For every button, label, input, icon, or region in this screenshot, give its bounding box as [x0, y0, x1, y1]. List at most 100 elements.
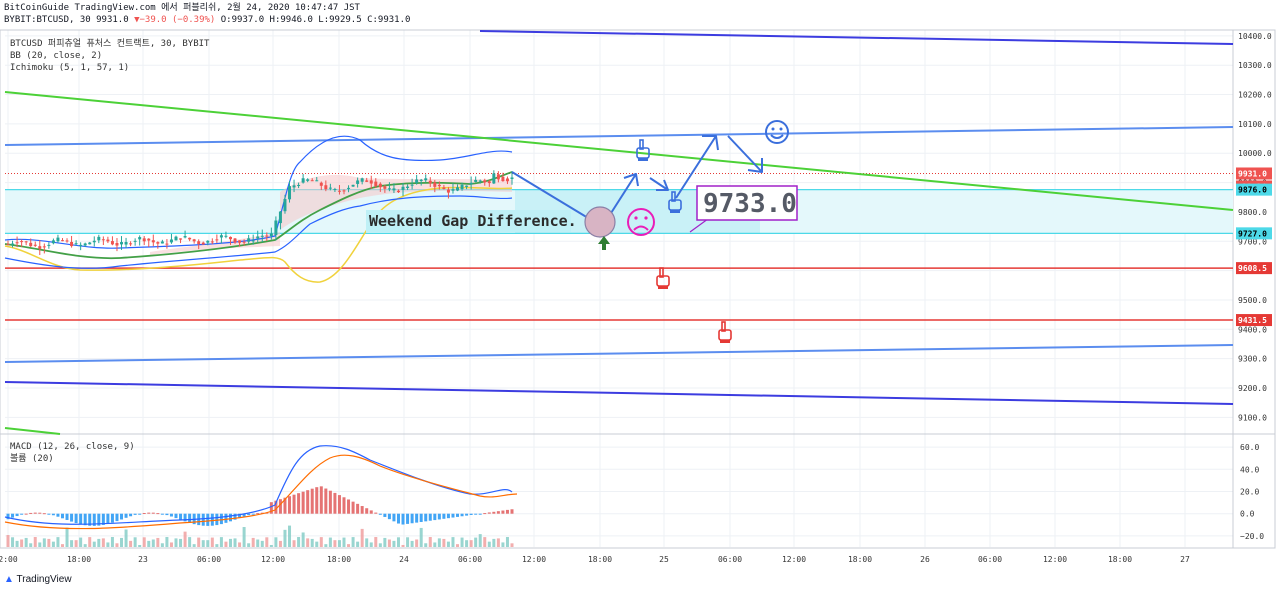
macd-hist-bar — [101, 513, 105, 525]
macd-axis-tick: 60.0 — [1240, 443, 1259, 452]
candle-body — [301, 178, 305, 183]
volume-bar — [319, 537, 323, 547]
pointer-hand-icon-red-1 — [656, 267, 670, 289]
candle-body — [256, 236, 260, 239]
volume-bar — [120, 537, 124, 547]
candle-body — [120, 242, 124, 245]
macd-hist-bar — [492, 511, 496, 514]
pointer-hand-icon-2-cuff — [670, 210, 680, 213]
candle-body — [265, 235, 269, 237]
volume-bar — [437, 538, 441, 547]
candle-body — [292, 185, 296, 188]
macd-hist-bar — [292, 494, 296, 514]
candle-body — [496, 174, 500, 180]
pointer-hand-icon-red-1-cuff — [658, 286, 668, 289]
volume-bar — [328, 537, 332, 547]
macd-axis-tick: 20.0 — [1240, 488, 1259, 497]
arrow-head-3 — [656, 179, 669, 191]
volume-bar — [315, 541, 319, 547]
current-price-tag: 9931.0 — [1238, 169, 1267, 178]
candle-body — [169, 239, 173, 243]
macd-hist-bar — [510, 509, 514, 514]
volume-bar — [351, 537, 355, 547]
volume-bar — [288, 525, 292, 547]
macd-hist-bar — [374, 512, 378, 514]
candle-body — [474, 179, 478, 182]
volume-bar — [274, 537, 278, 547]
volume-bar — [306, 538, 310, 547]
candle-body — [433, 182, 437, 187]
candle-body — [387, 188, 391, 190]
macd-hist-bar — [215, 513, 219, 526]
ichimoku-cloud — [280, 174, 512, 230]
pointer-hand-icon-red-2 — [718, 321, 732, 343]
volume-bar — [51, 541, 55, 547]
volume-bar — [183, 531, 187, 547]
candle-body — [442, 187, 446, 189]
volume-bar — [56, 537, 60, 547]
candle-body — [365, 180, 369, 182]
smiley-face-icon — [765, 120, 789, 144]
candle-body — [396, 190, 400, 193]
macd-hist-bar — [319, 486, 323, 514]
volume-bar — [247, 543, 251, 547]
sad-face-mouth — [633, 225, 649, 231]
volume-bar — [88, 537, 92, 547]
volume-bar — [297, 537, 301, 547]
macd-hist-bar — [179, 513, 183, 520]
candle-body — [228, 236, 232, 240]
candle-body — [451, 189, 455, 191]
legend-bb: BB (20, close, 2) — [10, 51, 103, 61]
price-axis-tick: 10200.0 — [1238, 91, 1272, 100]
macd-hist-bar — [451, 513, 455, 518]
volume-bar — [501, 542, 505, 547]
publish-info: BitCoinGuide TradingView.com 에서 퍼블리쉬, 2월… — [4, 3, 360, 13]
candle-body — [274, 220, 278, 236]
candle-body — [138, 237, 142, 240]
candle-body — [42, 246, 46, 248]
volume-bar — [446, 541, 450, 547]
candle-body — [24, 241, 28, 243]
macd-hist-bar — [242, 513, 246, 517]
sad-face-outline — [627, 208, 655, 236]
volume-bar — [324, 544, 328, 547]
macd-hist-bar — [333, 492, 337, 514]
arrow-head-4 — [702, 135, 719, 151]
macd-hist-bar — [360, 506, 364, 514]
candle-body — [47, 244, 51, 246]
volume-bar — [333, 540, 337, 547]
candle-body — [319, 182, 323, 186]
sad-face-eye — [644, 216, 648, 220]
macd-hist-bar — [15, 513, 19, 517]
macd-hist-bar — [29, 512, 33, 514]
volume-bar — [396, 537, 400, 547]
volume-bar — [124, 529, 128, 547]
candle-body — [79, 244, 83, 246]
volume-bar — [347, 544, 351, 547]
macd-hist-bar — [51, 513, 55, 516]
macd-axis-tick: 40.0 — [1240, 465, 1259, 474]
macd-hist-bar — [110, 513, 114, 523]
candle-body — [15, 242, 19, 244]
candle-body — [174, 236, 178, 241]
callout-box — [696, 185, 798, 221]
volume-bar — [33, 537, 37, 547]
macd-hist-bar — [356, 503, 360, 514]
candle-body — [56, 237, 60, 242]
tradingview-brand[interactable]: ▲ TradingView — [4, 574, 72, 585]
macd-hist-bar — [219, 513, 223, 525]
macd-hist-bar — [478, 513, 482, 515]
macd-hist-bar — [11, 513, 15, 518]
smiley-mouth — [770, 134, 784, 139]
volume-bar — [92, 541, 96, 547]
ichimoku-yellow-line — [4, 186, 513, 283]
volume-bar — [151, 539, 155, 547]
macd-hist-bar — [342, 497, 346, 514]
volume-bar — [192, 544, 196, 547]
macd-hist-bar — [224, 513, 228, 523]
candle-body — [378, 183, 382, 188]
change-value: ▼−39.0 (−0.39%) — [134, 15, 216, 25]
macd-hist-bar — [115, 513, 119, 522]
macd-hist-bar — [369, 510, 373, 514]
